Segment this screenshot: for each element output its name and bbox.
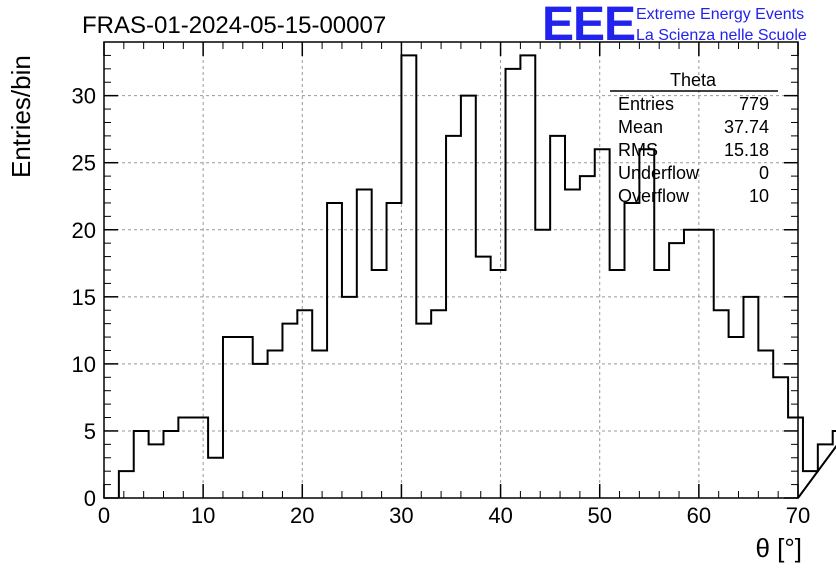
stats-label-overflow: Overflow bbox=[618, 186, 690, 206]
stats-label-mean: Mean bbox=[618, 117, 663, 137]
histogram-bin bbox=[535, 230, 550, 498]
histogram-bin bbox=[327, 203, 342, 498]
histogram-bin bbox=[520, 55, 535, 498]
histogram-bin bbox=[461, 96, 476, 498]
histogram-bin bbox=[282, 324, 297, 498]
histogram-series bbox=[117, 54, 836, 499]
chart-title: FRAS-01-2024-05-15-00007 bbox=[82, 12, 386, 39]
stats-label-underflow: Underflow bbox=[618, 163, 700, 183]
histogram-bin bbox=[312, 350, 327, 498]
histogram-bin bbox=[565, 190, 580, 498]
logo-line-2: La Scienza nelle Scuole bbox=[636, 27, 807, 44]
histogram-bin bbox=[253, 364, 268, 498]
histogram-bin bbox=[416, 324, 431, 498]
x-tick-label: 40 bbox=[488, 503, 512, 528]
histogram-bin bbox=[595, 149, 610, 498]
x-axis-label: θ [°] bbox=[755, 533, 802, 563]
x-tick-label: 0 bbox=[98, 503, 110, 528]
histogram-bin bbox=[342, 297, 357, 498]
histogram-bin bbox=[699, 230, 714, 498]
histogram-bin bbox=[476, 257, 491, 498]
y-tick-label: 25 bbox=[72, 151, 96, 176]
histogram-bin bbox=[743, 297, 758, 498]
histogram-bin bbox=[431, 310, 446, 498]
y-axis-label: Entries/bin bbox=[6, 55, 36, 178]
histogram-bin bbox=[163, 431, 178, 498]
histogram-bin bbox=[149, 444, 164, 498]
histogram-bin bbox=[550, 136, 565, 498]
x-tick-label: 10 bbox=[191, 503, 215, 528]
histogram-bin bbox=[580, 176, 595, 498]
stats-value-underflow: 0 bbox=[759, 163, 769, 183]
x-tick-label: 50 bbox=[587, 503, 611, 528]
histogram-bin bbox=[238, 337, 253, 498]
x-tick-label: 30 bbox=[389, 503, 413, 528]
stats-title: Theta bbox=[670, 70, 717, 90]
stats-label-entries: Entries bbox=[618, 94, 674, 114]
histogram-bin bbox=[223, 337, 238, 498]
x-tick-label: 20 bbox=[290, 503, 314, 528]
histogram-bin bbox=[446, 136, 461, 498]
y-tick-label: 10 bbox=[72, 352, 96, 377]
histogram-bin bbox=[193, 418, 208, 498]
histogram-bin bbox=[297, 310, 312, 498]
stats-value-entries: 779 bbox=[739, 94, 769, 114]
histogram-bin bbox=[387, 203, 402, 498]
histogram-bin bbox=[178, 418, 193, 498]
histogram-bin bbox=[684, 230, 699, 498]
x-tick-label: 70 bbox=[786, 503, 810, 528]
y-tick-label: 15 bbox=[72, 285, 96, 310]
histogram-bin bbox=[208, 458, 223, 498]
histogram-bin bbox=[357, 190, 372, 498]
x-tick-label: 60 bbox=[687, 503, 711, 528]
logo-line-1: Extreme Energy Events bbox=[636, 6, 804, 23]
y-tick-label: 20 bbox=[72, 218, 96, 243]
histogram-bin bbox=[625, 203, 640, 498]
histogram-bin bbox=[610, 270, 625, 498]
histogram-bin bbox=[134, 431, 149, 498]
histogram-bin bbox=[654, 270, 669, 498]
axes: 0 10 20 30 40 50 60 70 0 5 10 15 20 25 30 bbox=[72, 41, 810, 528]
stats-box: Theta Entries 779 Mean 37.74 RMS 15.18 U… bbox=[610, 70, 778, 206]
stats-value-overflow: 10 bbox=[749, 186, 769, 206]
eee-logo: EEE bbox=[542, 0, 635, 51]
y-tick-label: 5 bbox=[84, 419, 96, 444]
histogram-bin bbox=[372, 270, 387, 498]
histogram-bin bbox=[506, 69, 521, 498]
stats-label-rms: RMS bbox=[618, 140, 658, 160]
histogram-bin bbox=[669, 243, 684, 498]
histogram-bin bbox=[119, 471, 134, 498]
histogram-bin bbox=[714, 310, 729, 498]
stats-value-rms: 15.18 bbox=[724, 140, 769, 160]
histogram-bin bbox=[268, 350, 283, 498]
histogram-bin bbox=[401, 55, 416, 498]
stats-value-mean: 37.74 bbox=[724, 117, 769, 137]
histogram-bin bbox=[758, 350, 773, 498]
y-tick-label: 0 bbox=[84, 486, 96, 511]
histogram-outline bbox=[117, 54, 836, 499]
histogram-bin bbox=[729, 337, 744, 498]
histogram-bin bbox=[773, 377, 788, 498]
histogram-bin bbox=[491, 270, 506, 498]
y-tick-label: 30 bbox=[72, 84, 96, 109]
